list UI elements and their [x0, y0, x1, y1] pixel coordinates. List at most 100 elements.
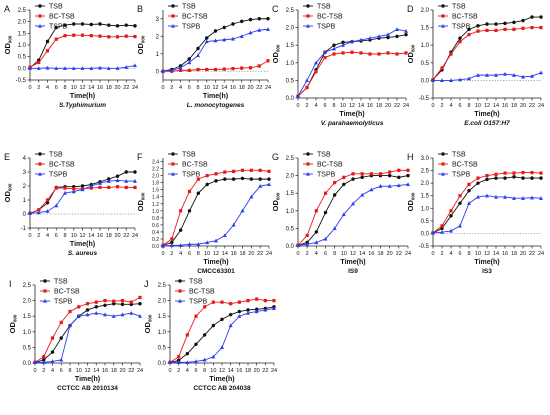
- data-point: [168, 360, 172, 364]
- data-point: [521, 18, 525, 23]
- data-point: [222, 37, 227, 42]
- data-point: [388, 170, 392, 174]
- y-tick-label: 2.0: [421, 8, 430, 14]
- data-point: [485, 174, 489, 178]
- x-tick-label: 16: [97, 233, 103, 239]
- x-tick-label: 24: [132, 233, 138, 239]
- data-point: [222, 67, 226, 71]
- legend-label: BC-TSB: [452, 14, 478, 21]
- y-tick-label: 4: [23, 156, 27, 162]
- data-point: [494, 172, 498, 176]
- x-tick-label: 4: [46, 233, 49, 239]
- data-point: [440, 66, 444, 70]
- data-point: [266, 17, 270, 21]
- y-tick-label: 1.5: [18, 31, 27, 37]
- data-point: [257, 17, 261, 21]
- data-point: [63, 23, 67, 27]
- y-axis-label: OD600: [3, 183, 13, 202]
- data-point: [359, 51, 363, 55]
- data-point: [223, 177, 227, 181]
- x-tick-label: 6: [194, 368, 197, 374]
- data-point: [512, 175, 516, 179]
- x-tick-label: 20: [385, 103, 391, 109]
- data-point: [240, 168, 245, 172]
- data-point: [521, 170, 525, 175]
- series-tspb: [28, 63, 137, 71]
- data-point: [296, 94, 300, 98]
- legend-label: TSPB: [317, 172, 336, 179]
- data-point: [223, 170, 227, 174]
- series-line: [29, 23, 136, 69]
- data-point: [124, 34, 128, 38]
- data-point: [431, 78, 435, 82]
- y-tick-label: 0.5: [158, 345, 167, 351]
- data-point: [138, 295, 142, 300]
- x-tick-label: 24: [266, 251, 272, 257]
- x-tick-label: 0: [161, 85, 164, 91]
- legend-label: TSB: [49, 4, 63, 11]
- legend-marker: [178, 279, 182, 283]
- legend-label: TSPB: [189, 299, 208, 306]
- y-tick-label: 1.5: [286, 191, 295, 197]
- x-tick-label: 10: [204, 251, 210, 257]
- x-tick-label: 8: [333, 251, 336, 257]
- data-point: [406, 168, 410, 172]
- x-tick-label: 6: [458, 103, 461, 109]
- y-tick-label: 0.0: [18, 66, 27, 72]
- series-line: [29, 171, 135, 214]
- data-point: [512, 171, 516, 175]
- legend-item-tspb: TSPB: [40, 299, 73, 306]
- x-tick-label: 14: [93, 368, 99, 374]
- data-point: [359, 37, 363, 42]
- data-point: [248, 66, 253, 70]
- data-point: [138, 314, 142, 318]
- y-tick-label: 1.0: [421, 43, 430, 49]
- panel-c: C0.00.51.01.52.02.50 2 4 6 8 10 12 14 16 18 20 22 24…: [271, 4, 409, 128]
- x-tick-label: 6: [55, 85, 58, 91]
- data-point: [170, 237, 174, 241]
- data-point: [395, 34, 399, 39]
- series-tspb: [33, 311, 142, 365]
- y-tick-label: 0.6: [152, 223, 159, 229]
- x-tick-label: 6: [188, 85, 191, 91]
- data-point: [404, 32, 408, 37]
- data-point: [222, 25, 226, 30]
- data-point: [397, 168, 401, 172]
- legend-item-bc-tsb: BC-TSB: [303, 14, 343, 21]
- x-tick-label: 0: [28, 233, 31, 239]
- x-tick-label: 8: [63, 85, 66, 91]
- data-point: [521, 176, 525, 180]
- data-point: [124, 23, 128, 27]
- data-point: [211, 300, 215, 304]
- x-tick-label: 0: [296, 251, 299, 257]
- data-point: [232, 169, 236, 173]
- data-point: [267, 182, 271, 186]
- x-tick-label: 22: [123, 233, 129, 239]
- x-tick-label: 12: [350, 251, 356, 257]
- data-point: [449, 52, 453, 56]
- legend-label: TSPB: [182, 24, 201, 31]
- data-point: [521, 26, 525, 30]
- x-tick-label: 4: [179, 85, 182, 91]
- y-tick-label: 2.5: [421, 169, 430, 175]
- data-point: [94, 311, 99, 315]
- x-tick-label: 0: [296, 103, 299, 109]
- data-point: [133, 179, 137, 183]
- data-point: [350, 50, 354, 54]
- x-tick-label: 10: [71, 85, 77, 91]
- data-point: [124, 185, 128, 189]
- x-tick-label: 10: [340, 103, 346, 109]
- data-point: [120, 299, 125, 303]
- series-tspb: [168, 306, 276, 365]
- x-axis-label: Time(h): [203, 259, 228, 266]
- series-tsb: [161, 16, 270, 74]
- y-tick-label: 2.5: [286, 156, 295, 162]
- data-point: [115, 174, 120, 178]
- legend-item-bc-tsb: BC-TSB: [35, 162, 75, 169]
- x-axis-label: Time(h): [209, 376, 234, 383]
- data-point: [222, 233, 227, 238]
- data-point: [485, 28, 489, 33]
- data-point: [351, 172, 355, 176]
- x-tick-label: 0: [161, 251, 164, 257]
- legend-item-tspb: TSPB: [438, 172, 471, 179]
